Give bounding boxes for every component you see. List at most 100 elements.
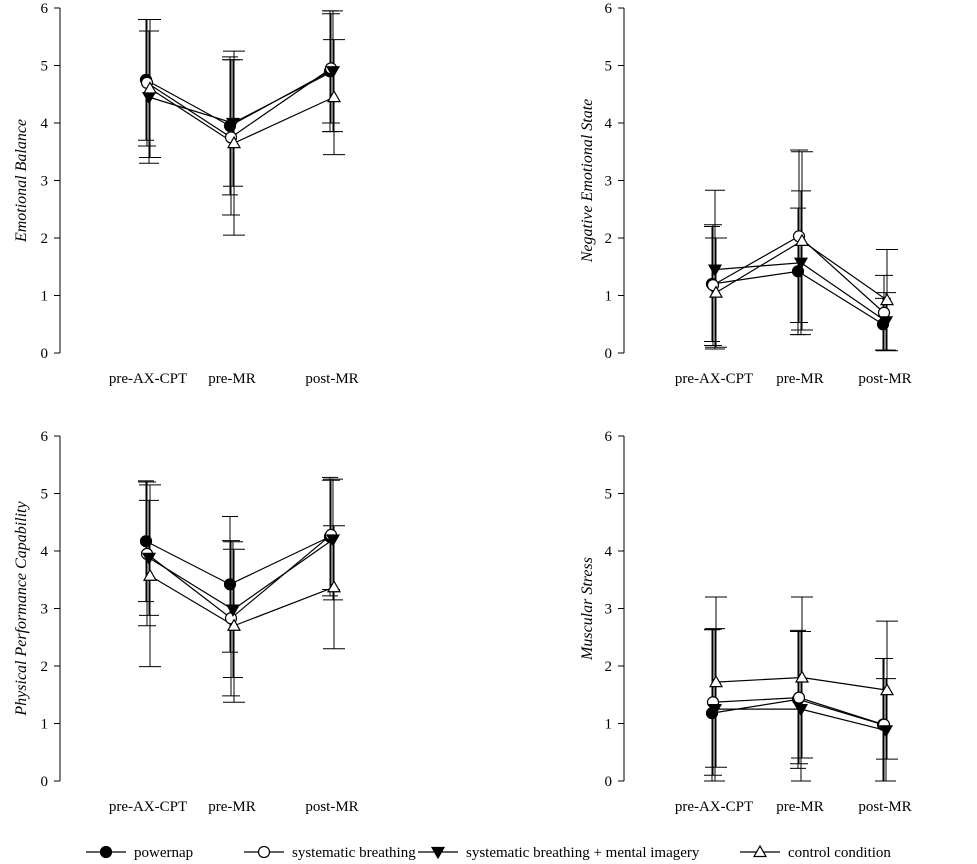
y-axis-label: Muscular Stress <box>579 557 596 661</box>
legend-label: control condition <box>788 845 891 861</box>
data-point-systematic-breathing-mental-imagery <box>793 704 809 717</box>
series-line-systematic-breathing-mental-imagery <box>148 539 334 611</box>
y-tick-label: 6 <box>605 1 613 17</box>
y-tick-label: 5 <box>41 59 49 75</box>
legend-label: systematic breathing + mental imagery <box>466 845 700 861</box>
y-tick-label: 5 <box>605 59 613 75</box>
data-point-control-condition <box>794 670 810 683</box>
series-control-condition-errorbars <box>139 484 345 703</box>
data-point-control-condition <box>142 81 158 94</box>
data-point-powernap <box>139 535 153 548</box>
y-tick-label: 4 <box>41 116 49 132</box>
legend-item-control-condition: control condition <box>740 844 891 861</box>
legend-item-powernap: powernap <box>86 845 193 861</box>
data-point-systematic-breathing-mental-imagery <box>707 264 723 277</box>
y-tick-label: 6 <box>41 1 49 17</box>
x-tick-label: pre-MR <box>208 799 256 815</box>
data-point-systematic-breathing-mental-imagery <box>225 604 241 617</box>
legend-marker <box>99 845 113 859</box>
legend-item-systematic-breathing: systematic breathing <box>244 845 416 861</box>
panel-emotional-balance: 0 1 2 3 4 5 6 Emotional Balance pre-AX-CPT pre-MR… <box>13 1 359 387</box>
y-tick-label: 3 <box>41 174 49 190</box>
y-axis-label: Emotional Balance <box>13 119 30 243</box>
y-tick-label: 3 <box>41 602 49 618</box>
x-tick-label: post-MR <box>858 371 911 387</box>
y-tick-label: 5 <box>605 487 613 503</box>
data-point-control-condition <box>794 233 810 246</box>
y-tick-label: 2 <box>41 231 49 247</box>
legend-item-systematic-breathing-mental-imagery: systematic breathing + mental imagery <box>418 845 700 861</box>
panel-physical-performance-capability: 0 1 2 3 4 5 6 Physical Performance Capability pr… <box>13 429 359 815</box>
series-systematic-breathing-mental-imagery-errorbars <box>139 10 343 187</box>
series-line-powernap <box>145 70 331 127</box>
x-tick-label: post-MR <box>305 799 358 815</box>
y-tick-label: 4 <box>605 116 613 132</box>
data-point-systematic-breathing-mental-imagery <box>707 704 723 717</box>
x-tick-label: pre-MR <box>776 371 824 387</box>
y-tick-label: 3 <box>605 602 613 618</box>
y-tick-label: 1 <box>41 289 49 305</box>
legend-marker <box>257 845 271 859</box>
x-tick-label: post-MR <box>305 371 358 387</box>
data-point-control-condition <box>226 135 242 149</box>
legend-label: powernap <box>134 845 193 861</box>
x-tick-label: pre-AX-CPT <box>675 799 753 815</box>
legend-label: systematic breathing <box>292 845 416 861</box>
y-tick-label: 2 <box>605 231 613 247</box>
y-tick-label: 4 <box>605 544 613 560</box>
data-point-systematic-breathing-mental-imagery <box>325 534 341 547</box>
y-tick-label: 5 <box>41 487 49 503</box>
x-tick-label: pre-AX-CPT <box>675 371 753 387</box>
series-systematic-breathing-errorbars <box>138 13 340 216</box>
y-tick-label: 1 <box>41 717 49 733</box>
y-tick-label: 1 <box>605 717 613 733</box>
data-point-control-condition <box>879 682 895 696</box>
legend-marker <box>430 846 446 860</box>
y-axis-label: Physical Performance Capability <box>13 501 30 717</box>
data-point-systematic-breathing-mental-imagery <box>225 117 241 131</box>
data-point-systematic-breathing-mental-imagery <box>793 257 809 270</box>
series-powernap-errorbars <box>704 207 891 351</box>
y-tick-label: 2 <box>605 659 613 675</box>
series-line-systematic-breathing <box>146 67 332 139</box>
data-point-systematic-breathing-mental-imagery <box>878 316 894 329</box>
y-tick-label: 0 <box>41 774 49 790</box>
series-systematic-breathing-mental-imagery-errorbars <box>139 478 343 678</box>
data-point-control-condition <box>708 285 724 298</box>
y-tick-label: 6 <box>605 429 613 445</box>
series-control-condition-errorbars <box>139 19 345 236</box>
data-point-control-condition <box>226 618 242 631</box>
series-systematic-breathing-errorbars <box>704 149 893 351</box>
x-tick-label: pre-AX-CPT <box>109 371 187 387</box>
x-tick-label: pre-MR <box>776 799 824 815</box>
panel-muscular-stress: 0 1 2 3 4 5 6 Muscular Stress pre-AX-CPT pre-MR po… <box>579 429 912 815</box>
y-tick-label: 4 <box>41 544 49 560</box>
y-tick-label: 0 <box>605 346 613 362</box>
y-axis-label: Negative Emotional State <box>579 99 596 264</box>
data-point-systematic-breathing-mental-imagery <box>141 552 157 566</box>
legend: powernap systematic breathing systematic b… <box>86 844 891 861</box>
panel-negative-emotional-state: 0 1 2 3 4 5 6 Negative Emotional State pre-AX-CP… <box>579 1 912 387</box>
data-point-systematic-breathing <box>792 691 806 704</box>
data-point-control-condition <box>326 89 342 103</box>
y-tick-label: 0 <box>605 774 613 790</box>
y-tick-label: 1 <box>605 289 613 305</box>
series-control-condition-errorbars <box>705 151 898 352</box>
y-tick-label: 3 <box>605 174 613 190</box>
y-tick-label: 6 <box>41 429 49 445</box>
y-tick-label: 0 <box>41 346 49 362</box>
legend-marker <box>752 844 768 858</box>
x-tick-label: post-MR <box>858 799 911 815</box>
data-point-control-condition <box>142 568 158 581</box>
data-point-control-condition <box>326 580 342 593</box>
x-tick-label: pre-MR <box>208 371 256 387</box>
data-point-powernap <box>223 578 237 591</box>
data-point-control-condition <box>708 674 724 688</box>
x-tick-label: pre-AX-CPT <box>109 799 187 815</box>
data-point-systematic-breathing-mental-imagery <box>325 66 341 79</box>
data-point-control-condition <box>879 292 895 306</box>
y-tick-label: 2 <box>41 659 49 675</box>
series-line-control-condition <box>149 575 335 627</box>
series-systematic-breathing-errorbars <box>138 479 340 697</box>
